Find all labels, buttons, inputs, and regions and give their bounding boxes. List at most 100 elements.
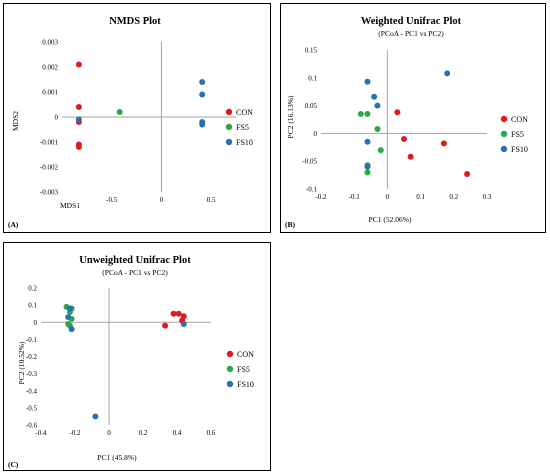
weighted-subtitle: (PCoA - PC1 vs PC2) xyxy=(378,29,444,38)
nmds-y-tick-label: -0.001 xyxy=(40,139,59,147)
unweighted-point-fs10 xyxy=(66,305,73,312)
nmds-y-tick-label: 0.003 xyxy=(42,39,58,47)
unweighted-point-fs10 xyxy=(65,314,72,321)
weighted-point-fs5 xyxy=(364,169,371,176)
unweighted-point-con xyxy=(170,310,177,317)
unweighted-point-fs10 xyxy=(92,413,99,420)
unweighted-x-tick-label: 0.4 xyxy=(173,429,182,437)
unweighted-y-tick-label: -0.3 xyxy=(26,370,38,378)
weighted-y-tick-label: 0.05 xyxy=(305,102,318,110)
nmds-x-tick-label: 0 xyxy=(160,196,164,204)
weighted-unifrac-panel: Weighted Unifrac Plot (PCoA - PC1 vs PC2… xyxy=(280,3,546,233)
unweighted-y-tick-label: 0 xyxy=(34,319,38,327)
weighted-point-con xyxy=(394,109,401,116)
weighted-x-label: PC1 (52.06%) xyxy=(369,215,412,224)
weighted-x-tick-label: 0.3 xyxy=(483,193,492,201)
unweighted-y-label: PC2 (10.52%) xyxy=(17,341,26,384)
unweighted-title: Unweighted Unifrac Plot xyxy=(79,255,191,266)
weighted-y-tick-label: -0.05 xyxy=(302,158,317,166)
weighted-legend-label-fs10: FS10 xyxy=(511,145,528,154)
nmds-title: NMDS Plot xyxy=(109,16,161,27)
nmds-point-fs10 xyxy=(199,91,206,98)
unweighted-x-tick-label: 0.6 xyxy=(207,429,216,437)
weighted-point-fs5 xyxy=(364,110,371,117)
nmds-x-tick-label: 0.5 xyxy=(207,196,216,204)
weighted-y-tick-label: 0.15 xyxy=(305,47,318,55)
unweighted-point-con xyxy=(175,310,182,317)
weighted-point-fs5 xyxy=(374,125,381,132)
unweighted-legend-marker-fs5 xyxy=(226,365,234,373)
nmds-point-fs10 xyxy=(199,79,206,85)
unweighted-point-fs10 xyxy=(68,326,75,333)
weighted-y-tick-label: 0.1 xyxy=(308,74,317,82)
nmds-legend-marker-fs5 xyxy=(225,123,233,131)
unweighted-y-tick-label: -0.4 xyxy=(26,387,38,395)
weighted-x-tick-label: 0 xyxy=(386,193,390,201)
nmds-point-fs5 xyxy=(116,109,123,115)
weighted-x-tick-label: -0.1 xyxy=(349,193,361,201)
nmds-y-tick-label: 0.001 xyxy=(42,89,58,97)
unweighted-unifrac-panel: Unweighted Unifrac Plot (PCoA - PC1 vs P… xyxy=(3,242,271,471)
nmds-y-tick-label: 0.002 xyxy=(42,64,58,72)
weighted-legend-marker-fs5 xyxy=(500,130,508,138)
nmds-point-con xyxy=(75,61,82,68)
weighted-y-tick-label: -0.1 xyxy=(306,186,318,194)
weighted-unifrac-svg: Weighted Unifrac Plot (PCoA - PC1 vs PC2… xyxy=(285,16,528,229)
nmds-y-tick-label: 0 xyxy=(55,114,59,122)
nmds-plot-svg: NMDS Plot MDS1 MDS2 (A) -0.5 0 0.5 -0.003 -0… xyxy=(8,16,253,229)
unweighted-point-con xyxy=(162,322,169,329)
nmds-legend-label-fs5: FS5 xyxy=(236,123,249,132)
weighted-point-con xyxy=(401,135,407,142)
nmds-legend-marker-con xyxy=(225,108,233,116)
unweighted-legend-label-con: CON xyxy=(237,350,254,359)
panel-c-label: (C) xyxy=(8,460,19,469)
nmds-x-label: MDS1 xyxy=(60,201,80,210)
weighted-title: Weighted Unifrac Plot xyxy=(361,16,462,27)
unweighted-y-tick-label: -0.5 xyxy=(26,404,38,412)
nmds-y-tick-label: -0.002 xyxy=(40,164,59,172)
nmds-plot-panel: NMDS Plot MDS1 MDS2 (A) -0.5 0 0.5 -0.003 -0… xyxy=(3,3,271,233)
nmds-legend-label-fs10: FS10 xyxy=(236,138,253,147)
unweighted-x-tick-label: 0.2 xyxy=(139,429,148,437)
unweighted-y-tick-label: -0.6 xyxy=(26,422,38,430)
weighted-x-tick-label: 0.2 xyxy=(449,193,458,201)
unweighted-point-fs10 xyxy=(180,320,187,327)
nmds-legend-label-con: CON xyxy=(236,108,253,117)
unweighted-unifrac-svg: Unweighted Unifrac Plot (PCoA - PC1 vs P… xyxy=(8,255,254,469)
unweighted-x-tick-label: -0.2 xyxy=(69,429,81,437)
unweighted-y-tick-label: -0.2 xyxy=(26,353,38,361)
weighted-point-fs10 xyxy=(371,93,378,100)
weighted-legend-marker-con xyxy=(500,115,508,123)
weighted-point-fs10 xyxy=(444,70,451,77)
unweighted-legend-marker-fs10 xyxy=(226,380,234,388)
weighted-legend-label-fs5: FS5 xyxy=(511,130,524,139)
unweighted-x-tick-label: 0 xyxy=(107,429,111,437)
panel-a-label: (A) xyxy=(8,220,19,229)
weighted-x-tick-label: 0.1 xyxy=(416,193,425,201)
unweighted-legend-label-fs10: FS10 xyxy=(237,380,254,389)
nmds-x-tick-label: -0.5 xyxy=(106,196,118,204)
nmds-legend-marker-fs10 xyxy=(225,138,233,146)
nmds-point-fs10 xyxy=(75,116,82,123)
weighted-point-con xyxy=(464,170,471,177)
unweighted-y-tick-label: 0.2 xyxy=(28,285,37,293)
unweighted-subtitle: (PCoA - PC1 vs PC2) xyxy=(102,268,168,277)
weighted-point-fs10 xyxy=(364,138,371,145)
unweighted-y-tick-label: -0.1 xyxy=(26,336,38,344)
weighted-legend-label-con: CON xyxy=(511,115,528,124)
unweighted-legend-marker-con xyxy=(226,350,234,358)
weighted-point-fs5 xyxy=(357,110,364,117)
weighted-legend-marker-fs10 xyxy=(500,145,508,153)
nmds-point-con xyxy=(75,104,82,110)
weighted-x-tick-label: -0.2 xyxy=(315,193,327,201)
nmds-point-fs10 xyxy=(199,121,206,128)
nmds-point-con xyxy=(75,144,82,150)
unweighted-y-tick-label: 0.1 xyxy=(28,302,37,310)
unweighted-legend-label-fs5: FS5 xyxy=(237,365,250,374)
nmds-y-label: MDS2 xyxy=(11,111,20,131)
panel-b-label: (B) xyxy=(285,220,296,229)
weighted-point-fs10 xyxy=(364,78,371,85)
unweighted-x-tick-label: -0.4 xyxy=(35,429,47,437)
weighted-point-fs10 xyxy=(374,102,381,109)
nmds-y-tick-label: -0.003 xyxy=(40,189,59,197)
